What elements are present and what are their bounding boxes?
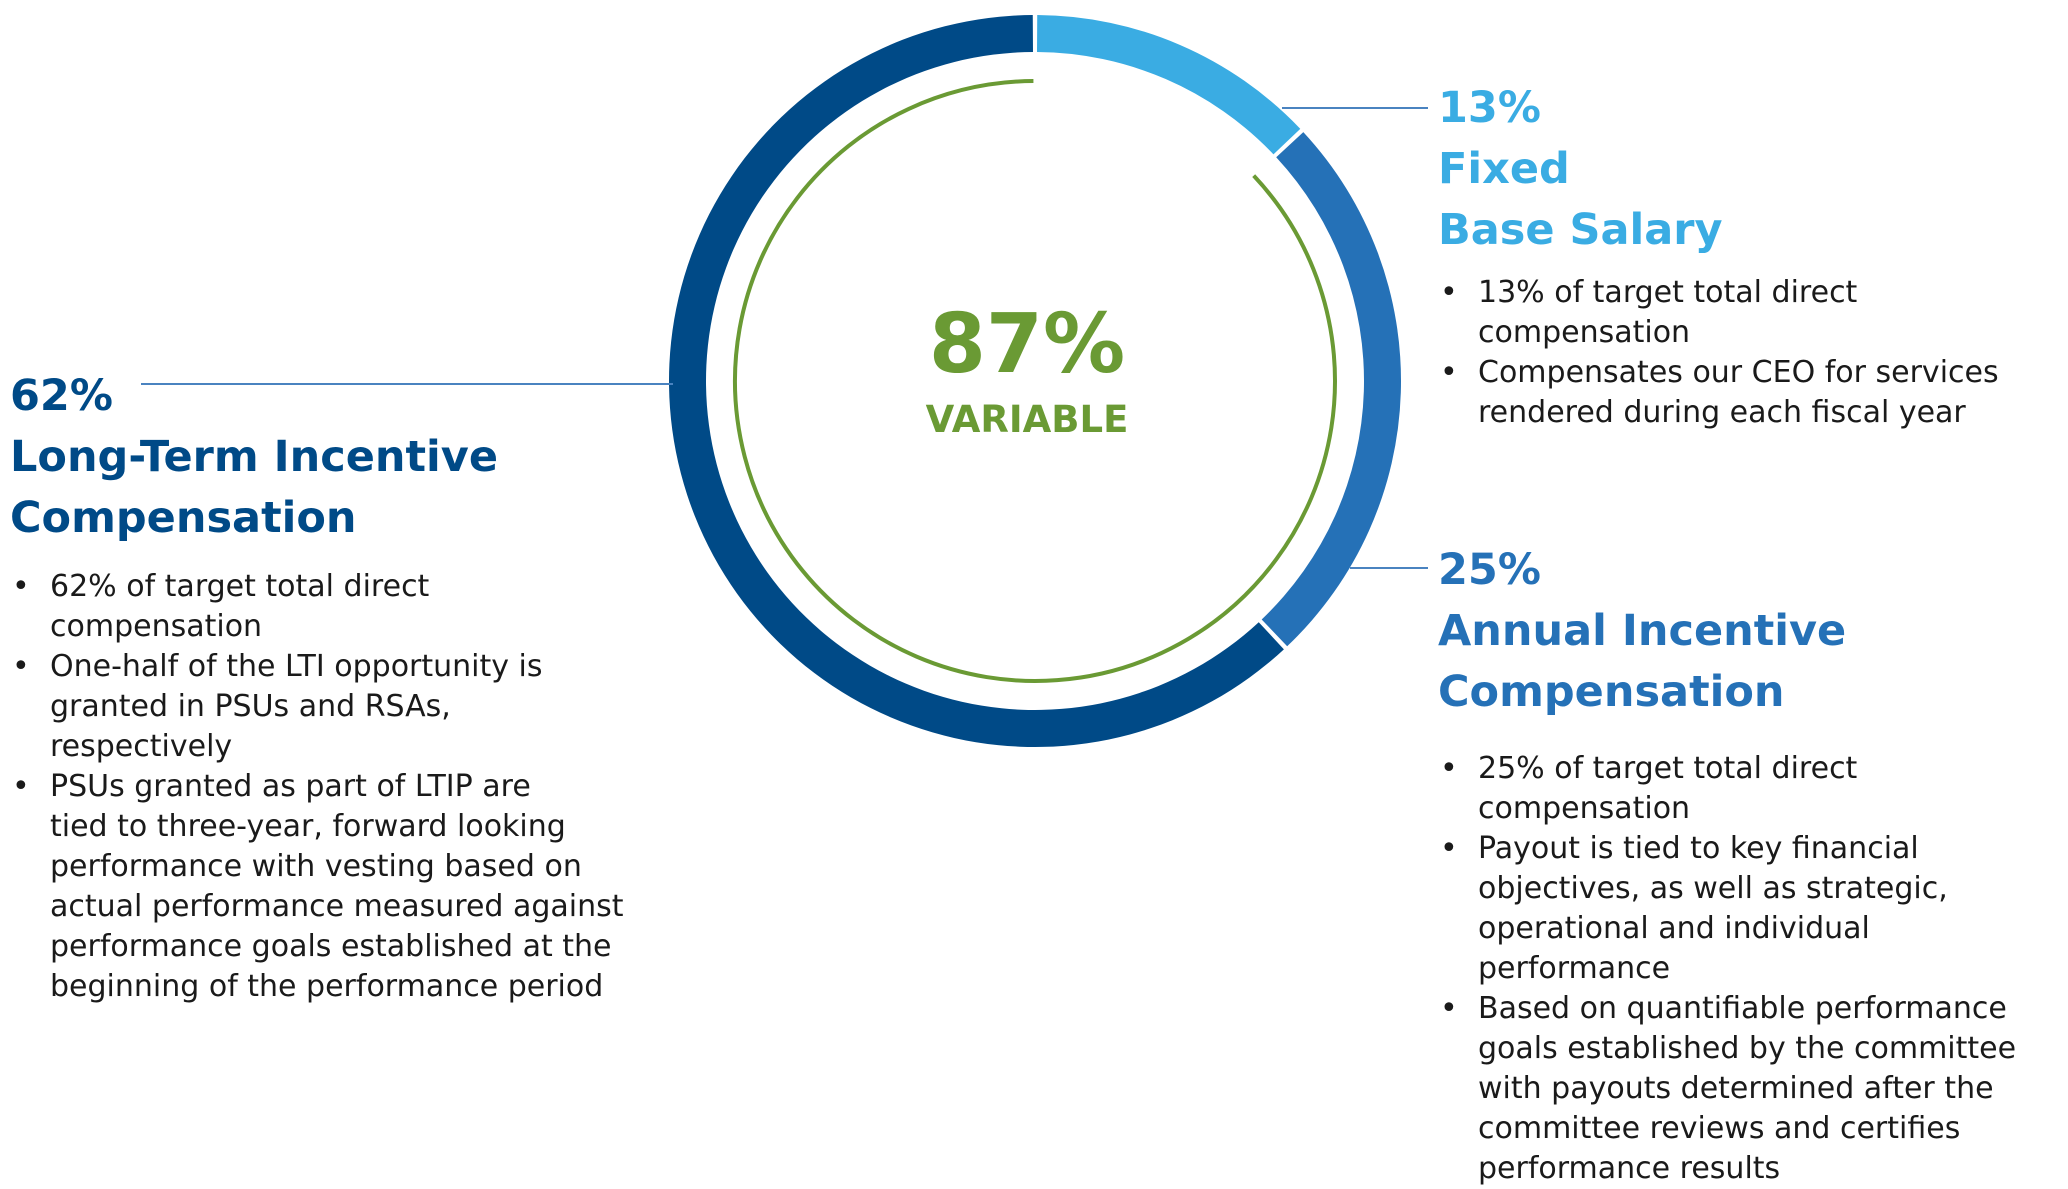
variable-arc — [733, 79, 1337, 683]
lti-bullet: One-half of the LTI opportunity is grant… — [10, 647, 700, 767]
lti-heading-line-1: Long-Term Incentive — [10, 432, 498, 482]
base-salary-percent: 13% — [1438, 83, 1541, 133]
bullet-line: 25% of target total direct — [1478, 751, 1858, 786]
base-salary-bullet: 13% of target total direct compensation — [1438, 273, 2063, 353]
bullet-line: PSUs granted as part of LTIP are — [50, 769, 531, 804]
bullet-line: tied to three-year, forward looking — [50, 809, 566, 844]
bullet-line: 13% of target total direct — [1478, 275, 1858, 310]
bullet-line: 62% of target total direct — [50, 569, 430, 604]
lti-heading-line-2: Compensation — [10, 493, 357, 543]
bullet-line: performance — [1478, 951, 1671, 986]
donut-slice-fixed-base-salary — [1037, 15, 1301, 155]
donut-slice-long-term-incentive-compensation — [668, 15, 1284, 747]
bullet-line: compensation — [1478, 791, 1691, 826]
donut-slices — [668, 15, 1401, 747]
bullet-line: committee reviews and certifies — [1478, 1111, 1961, 1146]
bullet-line: Based on quantifiable performance — [1478, 991, 2007, 1026]
bullet-line: performance with vesting based on — [50, 849, 582, 884]
bullet-line: Payout is tied to key financial — [1478, 831, 1919, 866]
base-salary-bullet: Compensates our CEO for services rendere… — [1438, 353, 2063, 433]
bullet-line: One-half of the LTI opportunity is — [50, 649, 543, 684]
lti-block: 62% Long-Term Incentive Compensation 62%… — [10, 366, 700, 1007]
bullet-line: respectively — [50, 729, 233, 764]
annual-incentive-block: 25% Annual Incentive Compensation 25% of… — [1438, 540, 2063, 1189]
base-salary-heading-line-1: Fixed — [1438, 144, 1570, 194]
center-value: 87% — [929, 297, 1125, 392]
bullet-line: Compensates our CEO for services — [1478, 355, 1999, 390]
annual-incentive-bullet: 25% of target total direct compensation — [1438, 749, 2063, 829]
bullet-line: with payouts determined after the — [1478, 1071, 1994, 1106]
donut-slice-annual-incentive-compensation — [1261, 132, 1401, 647]
base-salary-bullet-list: 13% of target total direct compensation … — [1438, 273, 2063, 433]
bullet-line: goals established by the committee — [1478, 1031, 2017, 1066]
bullet-line: operational and individual — [1478, 911, 1870, 946]
annual-incentive-bullet: Payout is tied to key financial objectiv… — [1438, 829, 2063, 989]
lti-bullet: PSUs granted as part of LTIP are tied to… — [10, 767, 700, 1007]
bullet-line: granted in PSUs and RSAs, — [50, 689, 451, 724]
annual-incentive-heading-line-1: Annual Incentive — [1438, 606, 1847, 656]
leader-lines — [141, 107, 1428, 569]
base-salary-block: 13% Fixed Base Salary 13% of target tota… — [1438, 78, 2063, 433]
center-label: VARIABLE — [926, 398, 1129, 441]
bullet-line: beginning of the performance period — [50, 969, 604, 1004]
bullet-line: performance results — [1478, 1151, 1781, 1186]
lti-bullet-list: 62% of target total direct compensation … — [10, 567, 700, 1007]
annual-incentive-bullet-list: 25% of target total direct compensation … — [1438, 749, 2063, 1189]
bullet-line: compensation — [1478, 315, 1691, 350]
lti-bullet: 62% of target total direct compensation — [10, 567, 700, 647]
base-salary-heading-line-2: Base Salary — [1438, 205, 1723, 255]
annual-incentive-heading-line-2: Compensation — [1438, 667, 1785, 717]
bullet-line: compensation — [50, 609, 263, 644]
bullet-line: actual performance measured against — [50, 889, 624, 924]
annual-incentive-percent: 25% — [1438, 545, 1541, 595]
bullet-line: objectives, as well as strategic, — [1478, 871, 1948, 906]
bullet-line: performance goals established at the — [50, 929, 612, 964]
annual-incentive-bullet: Based on quantifiable performance goals … — [1438, 989, 2063, 1189]
bullet-line: rendered during each fiscal year — [1478, 395, 1966, 430]
lti-percent: 62% — [10, 371, 113, 421]
